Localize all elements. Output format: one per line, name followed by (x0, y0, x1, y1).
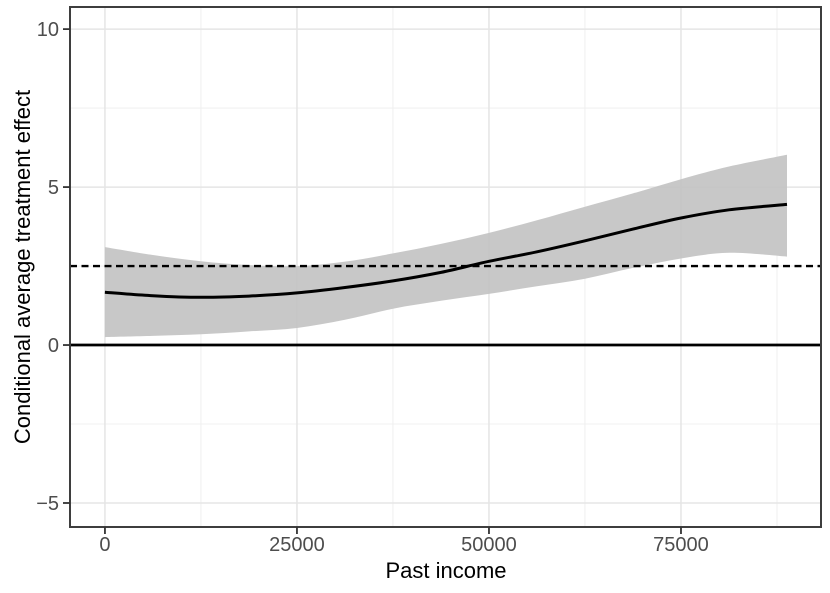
y-tick-label: −5 (36, 493, 59, 515)
confidence-band (104, 154, 787, 338)
x-tick-label: 75000 (653, 534, 709, 556)
x-tick-label: 25000 (269, 534, 325, 556)
y-tick-label: 0 (48, 335, 59, 357)
x-axis-title: Past income (385, 558, 507, 583)
axis-ticks (63, 28, 682, 534)
y-tick-label: 10 (37, 19, 59, 41)
y-axis-title: Conditional average treatment effect (10, 89, 35, 445)
x-tick-label: 50000 (461, 534, 517, 556)
axis-tick-labels: 0 25000 50000 75000 −5 0 5 10 (36, 19, 709, 556)
x-tick-label: 0 (99, 534, 110, 556)
y-tick-label: 5 (48, 177, 59, 199)
conditional-average-treatment-effect-smooth (104, 202, 788, 299)
panel-border (69, 6, 822, 528)
